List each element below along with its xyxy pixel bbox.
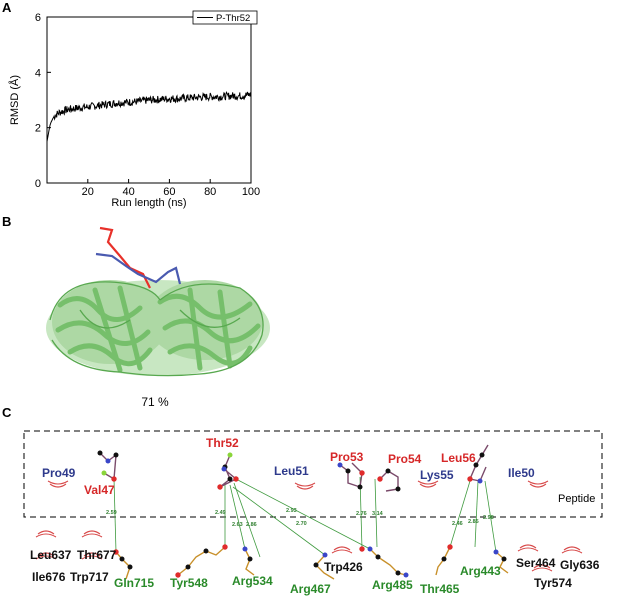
y-tick-label: 2	[35, 123, 41, 135]
residue-leu51: Leu51	[274, 464, 309, 478]
legend-box	[192, 10, 258, 25]
residue-pro53: Pro53	[330, 450, 364, 464]
residue-trp426: Trp426	[324, 560, 363, 574]
peptide-box	[23, 430, 603, 518]
y-tick-label: 6	[35, 12, 41, 24]
residue-leu56: Leu56	[441, 451, 476, 465]
x-tick-label: 20	[82, 186, 94, 198]
residue-thr52: Thr52	[206, 436, 239, 450]
occupancy-label: 71 %	[141, 395, 169, 409]
x-tick-label: 40	[122, 186, 134, 198]
bond-distance: 2.49	[215, 510, 226, 516]
legend-label: P-Thr52	[216, 13, 250, 24]
residue-pro54: Pro54	[388, 452, 422, 466]
y-tick-label: 4	[35, 67, 41, 79]
residue-gln715: Gln715	[114, 576, 154, 590]
residue-gly636: Gly636	[560, 558, 600, 572]
y-tick-label: 0	[35, 178, 41, 190]
rmsd-chart: RMSD (Å) Run length (ns) 0 2 4 6 20 40 60 80 10…	[8, 10, 260, 209]
bond-distance: 2.76	[356, 511, 367, 517]
residue-arg534: Arg534	[232, 574, 273, 588]
residue-leu637: Leu637	[30, 548, 72, 562]
panel-label-b: B	[2, 214, 12, 229]
residue-tyr574: Tyr574	[534, 576, 572, 590]
bond-distance: 2.85	[468, 519, 479, 525]
residue-ser464: Ser464	[516, 556, 556, 570]
x-axis-label: Run length (ns)	[111, 197, 186, 209]
bond-distance: 2.70	[296, 521, 307, 527]
residue-arg443: Arg443	[460, 564, 501, 578]
bond-distance: 2.98	[483, 515, 494, 521]
residue-trp717: Trp717	[70, 570, 109, 584]
series-line-p-thr52	[46, 91, 252, 142]
residue-val47: Val47	[84, 483, 115, 497]
protein-atoms	[113, 544, 509, 580]
protein-cartoon	[46, 280, 270, 377]
plot-frame	[46, 16, 252, 184]
bond-distance: 2.46	[452, 521, 463, 527]
residue-arg467: Arg467	[290, 582, 331, 596]
panel-label-c: C	[2, 405, 12, 420]
bond-distance: 3.14	[372, 511, 384, 517]
bond-distance: 2.86	[246, 522, 257, 528]
residue-ile676: Ile676	[32, 570, 66, 584]
x-tick-label: 80	[204, 186, 216, 198]
residue-ile50: Ile50	[508, 466, 535, 480]
peptide-red	[99, 226, 151, 289]
peptide-atoms	[97, 444, 489, 492]
residue-thr465: Thr465	[420, 582, 460, 596]
residue-tyr548: Tyr548	[170, 576, 208, 590]
bond-distance: 2.63	[232, 522, 243, 528]
peptide-blue	[95, 252, 182, 285]
panel-label-a: A	[2, 0, 12, 15]
residue-thr677: Thr677	[77, 548, 117, 562]
residue-pro49: Pro49	[42, 466, 76, 480]
peptide-label: Peptide	[558, 493, 595, 505]
y-axis-label: RMSD (Å)	[8, 75, 21, 125]
x-tick-label: 60	[163, 186, 175, 198]
interaction-map: Peptide 2.59 2.49 2.63 2.86 2.93 2.70 2.…	[23, 430, 603, 596]
x-tick-label: 100	[242, 186, 260, 198]
protein-structure: 71 %	[46, 226, 270, 409]
bond-distance: 2.93	[286, 508, 297, 514]
residue-arg485: Arg485	[372, 578, 413, 592]
legend: P-Thr52	[192, 10, 258, 25]
residue-lys55: Lys55	[420, 468, 454, 482]
bond-distance: 2.59	[106, 510, 117, 516]
